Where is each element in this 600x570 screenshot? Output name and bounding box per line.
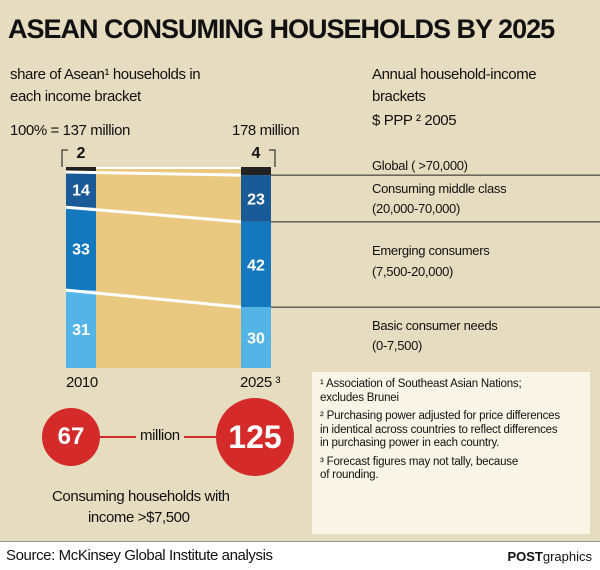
left-subtitle: share of Asean¹ households in: [10, 66, 201, 83]
bar-segment: [66, 167, 96, 173]
total-2025: 178 million: [232, 122, 300, 139]
left-subtitle-2: each income bracket: [10, 88, 141, 105]
label-middle-class-range: (20,000-70,000): [372, 201, 461, 216]
bracket-2025: [269, 149, 276, 167]
footnote-2: ² Purchasing power adjusted for price di…: [320, 410, 560, 449]
bar-value-label: 30: [247, 331, 265, 348]
boundary-line: [65, 288, 242, 309]
year-2010: 2010: [66, 374, 98, 391]
label-basic: Basic consumer needs: [372, 318, 498, 333]
label-global: Global ( >70,000): [372, 158, 468, 173]
flow-band: [96, 167, 241, 368]
bar-value-label: 23: [247, 191, 265, 208]
source: Source: McKinsey Global Institute analys…: [6, 547, 273, 564]
credit: POSTgraphics: [507, 549, 592, 564]
infographic: ASEAN CONSUMING HOUSEHOLDS BY 2025 share…: [0, 0, 600, 541]
global-value-label: 2: [77, 145, 86, 162]
bar-segment: [66, 207, 96, 291]
bar-value-label: 14: [72, 183, 90, 200]
chart: 31 30 33 42 14 23 2 4: [61, 145, 600, 368]
circle-2025: 125: [216, 398, 294, 476]
consuming-caption: Consuming households with: [52, 488, 230, 505]
footer: Source: McKinsey Global Institute analys…: [0, 541, 600, 570]
bar-segment: [241, 167, 271, 176]
bar-segment: [66, 290, 96, 368]
boundary-line: [65, 170, 242, 177]
bar-segment: [66, 172, 96, 208]
bar-value-label: 33: [72, 242, 90, 259]
boundary-line: [65, 205, 242, 224]
footnote-3: ³ Forecast figures may not tally, becaus…: [320, 455, 519, 482]
right-subtitle-3: $ PPP ² 2005: [372, 112, 457, 129]
label-basic-range: (0-7,500): [372, 338, 423, 353]
bar-value-label: 42: [247, 257, 265, 274]
year-2025: 2025 ³: [240, 374, 281, 391]
bar-segment: [241, 221, 271, 308]
circle-2010: 67: [42, 408, 100, 466]
label-emerging-range: (7,500-20,000): [372, 264, 454, 279]
million-label: million: [136, 427, 184, 444]
consuming-caption-2: income >$7,500: [88, 509, 190, 526]
title: ASEAN CONSUMING HOUSEHOLDS BY 2025: [8, 14, 555, 44]
total-2010: 100% = 137 million: [10, 122, 130, 139]
right-subtitle-2: brackets: [372, 88, 426, 105]
bar-segment: [241, 175, 271, 222]
footnotes-box: ¹ Association of Southeast Asian Nations…: [312, 372, 590, 534]
label-emerging: Emerging consumers: [372, 243, 490, 258]
bar-segment: [241, 307, 271, 368]
label-middle-class: Consuming middle class: [372, 181, 507, 196]
bar-value-label: 31: [72, 322, 90, 339]
global-value-label: 4: [252, 145, 261, 162]
right-subtitle: Annual household-income: [372, 66, 537, 83]
bracket-2010: [61, 149, 68, 167]
footnote-1: ¹ Association of Southeast Asian Nations…: [320, 378, 522, 404]
